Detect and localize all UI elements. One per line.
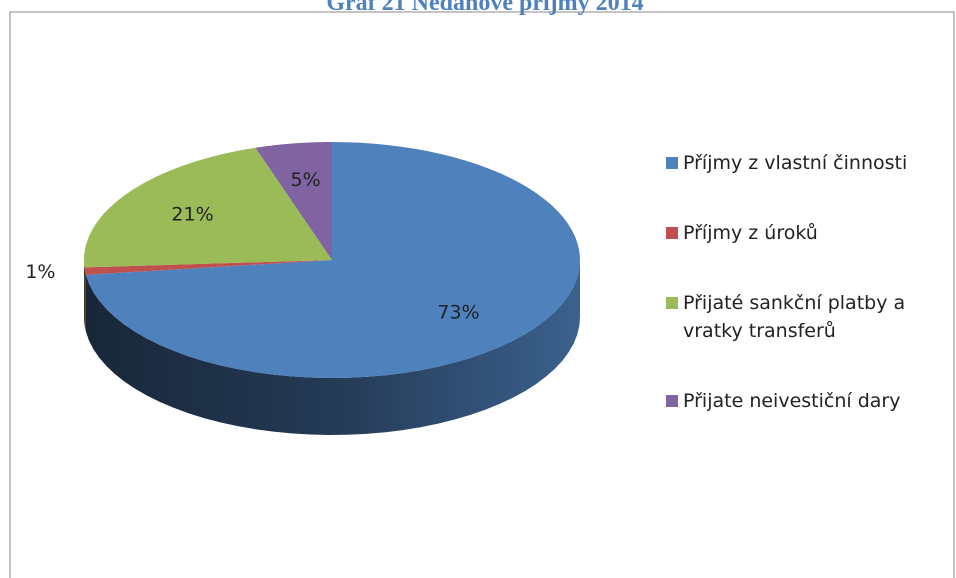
data-label: 5% [291, 169, 321, 191]
legend-swatch [666, 395, 678, 407]
slice [84, 260, 332, 275]
slice [255, 142, 332, 260]
legend: Příjmy z vlastní činnosti Příjmy z úroků P… [666, 149, 951, 457]
slice-side [84, 267, 86, 332]
legend-item: Příjmy z vlastní činnosti [666, 149, 951, 177]
legend-item: Přijate neivestiční dary [666, 387, 951, 415]
slice [85, 142, 580, 378]
legend-item: Přijaté sankční platby a vratky transfer… [666, 289, 951, 345]
data-label: 21% [171, 203, 213, 225]
legend-label: Přijaté sankční platby a vratky transfer… [683, 292, 906, 342]
chart-title: Graf 21 Nedaňové příjmy 2014 [326, 0, 643, 16]
legend-label: Přijate neivestiční dary [683, 390, 901, 412]
legend-label: Příjmy z vlastní činnosti [683, 152, 908, 174]
legend-swatch [666, 227, 678, 239]
data-label: 73% [437, 302, 479, 324]
legend-swatch [666, 157, 678, 169]
slice [84, 147, 332, 268]
legend-swatch [666, 297, 678, 309]
legend-label: Příjmy z úroků [683, 222, 818, 244]
legend-item: Příjmy z úroků [666, 219, 951, 247]
slice-side [85, 260, 580, 435]
data-label: 1% [25, 261, 55, 283]
